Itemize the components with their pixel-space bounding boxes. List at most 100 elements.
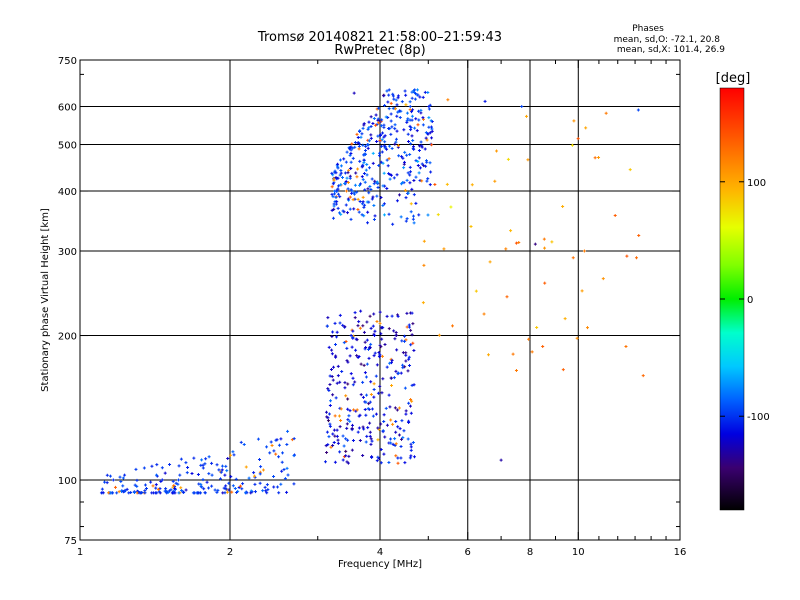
data-point: [625, 254, 629, 258]
data-point: [210, 461, 214, 465]
data-point: [385, 186, 389, 190]
data-point: [207, 472, 211, 476]
data-point: [374, 374, 378, 378]
data-point: [451, 324, 455, 328]
data-point: [177, 464, 181, 468]
data-point: [393, 107, 397, 111]
data-point: [391, 94, 395, 98]
data-point: [159, 479, 163, 483]
data-point: [107, 491, 111, 495]
data-point: [413, 126, 417, 130]
data-point: [265, 483, 269, 487]
data-point: [258, 472, 262, 476]
data-point: [324, 444, 328, 448]
data-point: [417, 213, 421, 217]
data-point: [205, 480, 209, 484]
data-point: [357, 320, 361, 324]
data-point: [395, 114, 399, 118]
data-point: [390, 358, 394, 362]
data-point: [417, 118, 421, 122]
data-point: [368, 184, 372, 188]
data-point: [399, 215, 403, 219]
data-point: [346, 211, 350, 215]
data-point: [346, 382, 350, 386]
data-point: [239, 440, 243, 444]
data-point: [222, 486, 226, 490]
data-point: [416, 123, 420, 127]
grid-lines: [80, 60, 680, 540]
data-point: [364, 400, 368, 404]
data-point: [343, 182, 347, 186]
data-point: [372, 382, 376, 386]
data-point: [408, 181, 412, 185]
data-point: [330, 335, 334, 339]
data-point: [359, 393, 363, 397]
data-point: [343, 325, 347, 329]
data-point: [241, 482, 245, 486]
data-point: [422, 164, 426, 168]
data-point: [381, 203, 385, 207]
data-point: [366, 221, 370, 225]
data-point: [334, 195, 338, 199]
x-axis-ticks: 1 2 4 6 8 10 16: [77, 60, 686, 558]
data-point: [409, 448, 413, 452]
data-point: [335, 434, 339, 438]
data-point: [358, 129, 362, 133]
data-point: [382, 123, 386, 127]
data-point: [436, 213, 440, 217]
data-point: [375, 139, 379, 143]
data-point: [395, 199, 399, 203]
data-point: [524, 114, 528, 118]
data-point: [361, 126, 365, 130]
data-point: [333, 321, 337, 325]
data-point: [334, 355, 338, 359]
data-point: [409, 202, 413, 206]
data-point: [411, 217, 415, 221]
data-point: [572, 119, 576, 123]
data-point: [226, 457, 230, 460]
data-point: [383, 134, 387, 138]
data-point: [185, 471, 189, 475]
data-point: [355, 408, 359, 412]
data-point: [408, 105, 412, 109]
data-point: [356, 136, 360, 140]
y-tick-label: 500: [58, 141, 77, 152]
data-point: [426, 177, 430, 181]
data-point: [404, 412, 408, 416]
data-point: [361, 195, 365, 199]
data-point: [394, 454, 398, 458]
data-point: [408, 404, 412, 408]
data-point: [382, 213, 386, 217]
colorbar-tick-label: -100: [747, 412, 770, 423]
data-point: [571, 256, 575, 260]
data-point: [380, 118, 384, 122]
y-axis-label: Stationary phase Virtual Height [km]: [40, 208, 51, 392]
data-point: [272, 475, 276, 479]
data-point: [370, 197, 374, 201]
data-point: [427, 125, 431, 129]
data-point: [429, 170, 433, 174]
data-point: [414, 159, 418, 163]
data-point: [341, 175, 345, 179]
data-point: [361, 143, 365, 147]
data-point: [422, 239, 426, 243]
data-point: [372, 182, 376, 186]
data-point: [352, 91, 356, 95]
data-point: [235, 490, 239, 494]
data-point: [410, 114, 414, 118]
data-point: [149, 480, 153, 484]
data-point: [272, 485, 276, 489]
data-point: [180, 489, 184, 493]
data-point: [385, 314, 389, 318]
data-point: [381, 131, 385, 135]
data-point: [373, 329, 377, 333]
data-point: [154, 486, 158, 490]
data-point: [387, 212, 391, 216]
data-point: [365, 163, 369, 167]
data-point: [330, 348, 334, 352]
data-point: [244, 465, 248, 469]
data-point: [359, 182, 363, 186]
data-point: [342, 444, 346, 448]
data-point: [101, 491, 105, 495]
data-point: [360, 213, 364, 217]
